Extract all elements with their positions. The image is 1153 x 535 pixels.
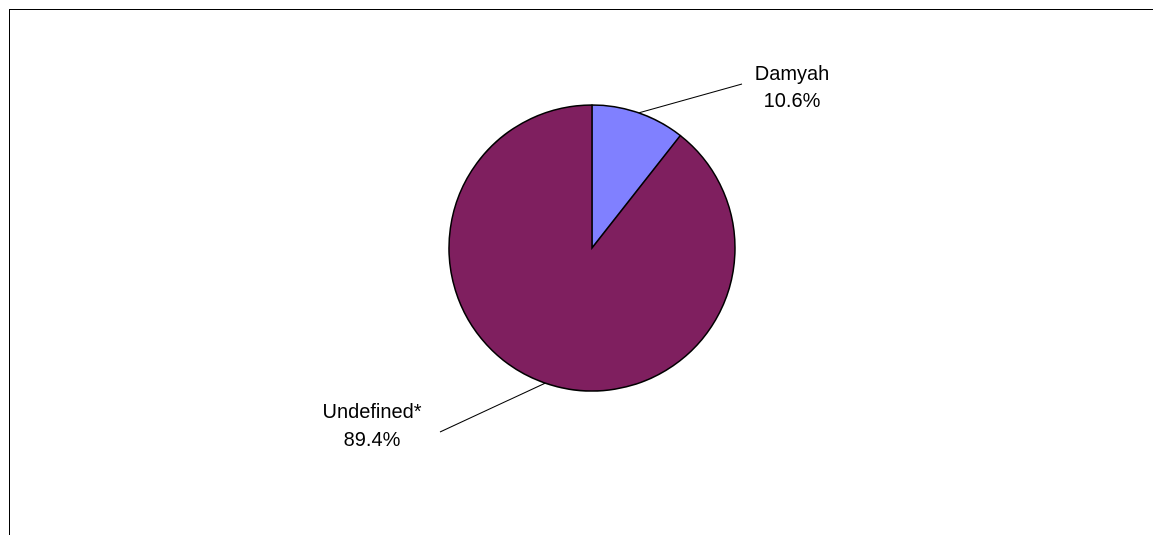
slice-label-damyah: Damyah: [755, 63, 829, 85]
slice-percent-undefined: 89.4%: [344, 429, 401, 451]
slice-percent-damyah: 10.6%: [764, 90, 821, 112]
pie-slice-undefined: [449, 105, 735, 391]
slice-label-undefined: Undefined*: [323, 401, 422, 423]
leader-line-damyah: [639, 84, 742, 113]
pie-slices: [449, 105, 735, 391]
leader-line-undefined: [440, 383, 545, 432]
